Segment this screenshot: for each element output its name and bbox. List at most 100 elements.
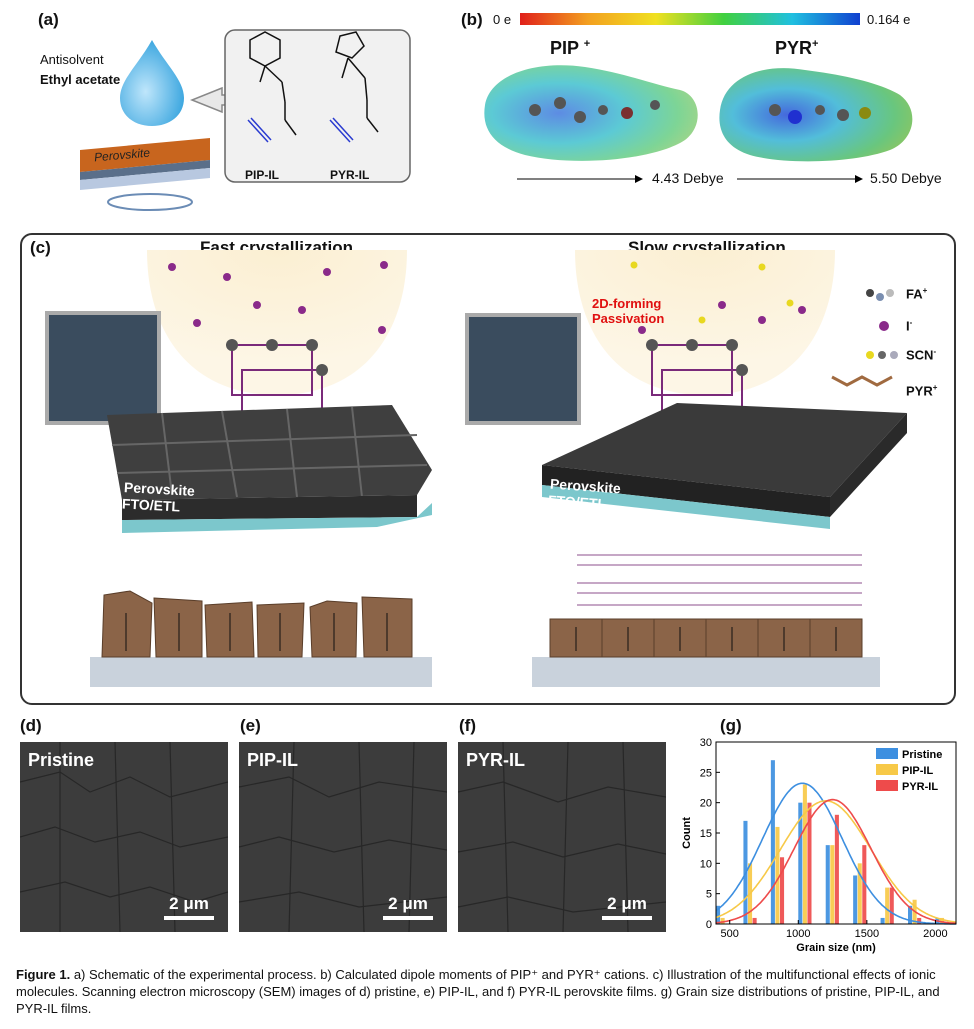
legend-pyr: PYR+ bbox=[906, 383, 938, 399]
legend-label-pip-il: PIP-IL bbox=[902, 765, 933, 777]
solvent-label: Ethyl acetate bbox=[40, 72, 121, 87]
bar-pristine bbox=[853, 875, 858, 924]
fast-precursor-cone bbox=[147, 250, 407, 395]
panel-c-label: (c) bbox=[30, 238, 51, 257]
bar-pip-il bbox=[720, 917, 725, 924]
pyr-il-label: PYR-IL bbox=[330, 168, 370, 182]
fast-film-photo bbox=[45, 311, 161, 425]
y-tick-label: 15 bbox=[700, 828, 712, 840]
pyr-dipole: 5.50 Debye bbox=[870, 170, 942, 186]
panel-d-label: (d) bbox=[20, 716, 42, 735]
legend-label-pyr-il: PYR-IL bbox=[902, 781, 938, 793]
y-tick-label: 10 bbox=[700, 858, 712, 870]
bar-pristine bbox=[798, 802, 803, 924]
bar-pristine bbox=[880, 917, 885, 924]
bar-pip-il bbox=[940, 917, 945, 924]
y-tick-label: 20 bbox=[700, 798, 712, 810]
2d-layers bbox=[577, 554, 862, 606]
sem-image-pristine: Pristine 2 μm bbox=[20, 742, 228, 932]
bar-pip-il bbox=[802, 784, 807, 924]
x-axis-label: Grain size (nm) bbox=[796, 942, 876, 954]
panel-f-label: (f) bbox=[459, 716, 476, 735]
x-tick-label: 500 bbox=[721, 928, 739, 940]
fast-fto-label: FTO/ETL bbox=[121, 495, 181, 515]
panel-b-label: (b) bbox=[461, 10, 483, 29]
bar-pyr-il bbox=[917, 917, 922, 924]
scale-bar-pyr: 2 μm bbox=[602, 894, 652, 920]
figure-caption: Figure 1. a) Schematic of the experiment… bbox=[16, 966, 962, 1017]
bar-pip-il bbox=[775, 826, 780, 924]
crystallization-illustration bbox=[45, 250, 907, 687]
sem-title-pip: PIP-IL bbox=[247, 750, 299, 770]
grain-size-histogram: 0 5 10 15 20 25 30 500 1000 1500 2000 Grain size (n… bbox=[681, 737, 957, 954]
panel-c bbox=[20, 233, 956, 705]
sem-title-pyr: PYR-IL bbox=[466, 750, 526, 770]
process-schematic bbox=[80, 29, 411, 211]
fast-film-top bbox=[107, 405, 432, 500]
slow-substrate-bar bbox=[532, 657, 880, 687]
bar-pyr-il bbox=[780, 857, 785, 924]
legend-fa: FA+ bbox=[906, 286, 928, 302]
legend-symbols bbox=[831, 289, 898, 387]
scale-bar-pip: 2 μm bbox=[383, 894, 433, 920]
slow-substrate bbox=[542, 485, 830, 529]
bar-pip-il bbox=[830, 845, 835, 924]
sem-image-pyr: PYR-IL 2 μm bbox=[458, 742, 666, 932]
charge-colorbar bbox=[520, 13, 860, 25]
bar-pyr-il bbox=[862, 845, 867, 924]
pyr-title: PYR+ bbox=[775, 38, 819, 58]
fit-curve-pyr-il bbox=[715, 798, 957, 925]
fast-substrate-bar bbox=[90, 657, 432, 687]
y-tick-label: 25 bbox=[700, 767, 712, 779]
bar-pristine bbox=[908, 905, 913, 924]
panel-b: (b) 0 e 0.164 e PIP + PYR+ 4.43 Debye 5.… bbox=[455, 0, 974, 225]
slow-precursor-cone bbox=[575, 250, 835, 395]
perovskite-film bbox=[80, 138, 210, 172]
legend-label-pristine: Pristine bbox=[902, 749, 942, 761]
fit-curve-pip-il bbox=[715, 799, 957, 923]
panel-a: (a) Antisolvent Ethyl acetate bbox=[0, 0, 430, 225]
scale-bar-pristine: 2 μm bbox=[164, 894, 214, 920]
slow-film-photo bbox=[465, 313, 581, 425]
bar-pristine bbox=[716, 905, 721, 924]
fast-substrate bbox=[122, 503, 432, 533]
legend-swatch-pyr-il bbox=[876, 780, 898, 791]
esp-surfaces bbox=[484, 65, 913, 162]
slow-grains bbox=[549, 618, 863, 658]
bar-pyr-il bbox=[834, 814, 839, 924]
x-tick-label: 1000 bbox=[786, 928, 810, 940]
y-axis-label: Count bbox=[681, 817, 693, 849]
x-tick-label: 2000 bbox=[923, 928, 947, 940]
y-tick-label: 30 bbox=[700, 737, 712, 749]
fit-curve-pristine bbox=[715, 782, 956, 925]
slow-film-top bbox=[542, 403, 907, 497]
bar-pip-il bbox=[885, 887, 890, 924]
antisolvent-label: Antisolvent bbox=[40, 52, 104, 67]
panel-g-label: (g) bbox=[720, 716, 742, 735]
rotate-icon bbox=[107, 193, 193, 211]
legend-swatch-pip-il bbox=[876, 764, 898, 775]
caption-label: Figure 1. bbox=[16, 967, 71, 982]
bar-pyr-il bbox=[752, 917, 757, 924]
bar-pyr-il bbox=[807, 802, 812, 924]
bar-pristine bbox=[770, 760, 775, 924]
x-tick-label: 1500 bbox=[855, 928, 879, 940]
legend-scn: SCN- bbox=[906, 347, 937, 363]
panel-a-label: (a) bbox=[38, 10, 59, 29]
scale-min: 0 e bbox=[493, 12, 512, 27]
y-tick-label: 0 bbox=[706, 919, 712, 931]
pip-dipole: 4.43 Debye bbox=[652, 170, 724, 186]
legend-i: I- bbox=[906, 318, 913, 334]
passivation-annotation: 2D-forming Passivation bbox=[592, 296, 665, 326]
y-tick-label: 5 bbox=[706, 889, 712, 901]
molecule-box bbox=[224, 29, 411, 183]
dipole-arrows bbox=[517, 175, 863, 183]
pip-il-label: PIP-IL bbox=[245, 168, 280, 182]
bar-pyr-il bbox=[889, 887, 894, 924]
pip-title: PIP + bbox=[550, 38, 591, 58]
pyr-esp-surface bbox=[719, 68, 913, 162]
sem-title-pristine: Pristine bbox=[28, 750, 95, 770]
bar-pip-il bbox=[857, 863, 862, 924]
panel-e-label: (e) bbox=[240, 716, 261, 735]
bar-pristine bbox=[825, 845, 830, 924]
